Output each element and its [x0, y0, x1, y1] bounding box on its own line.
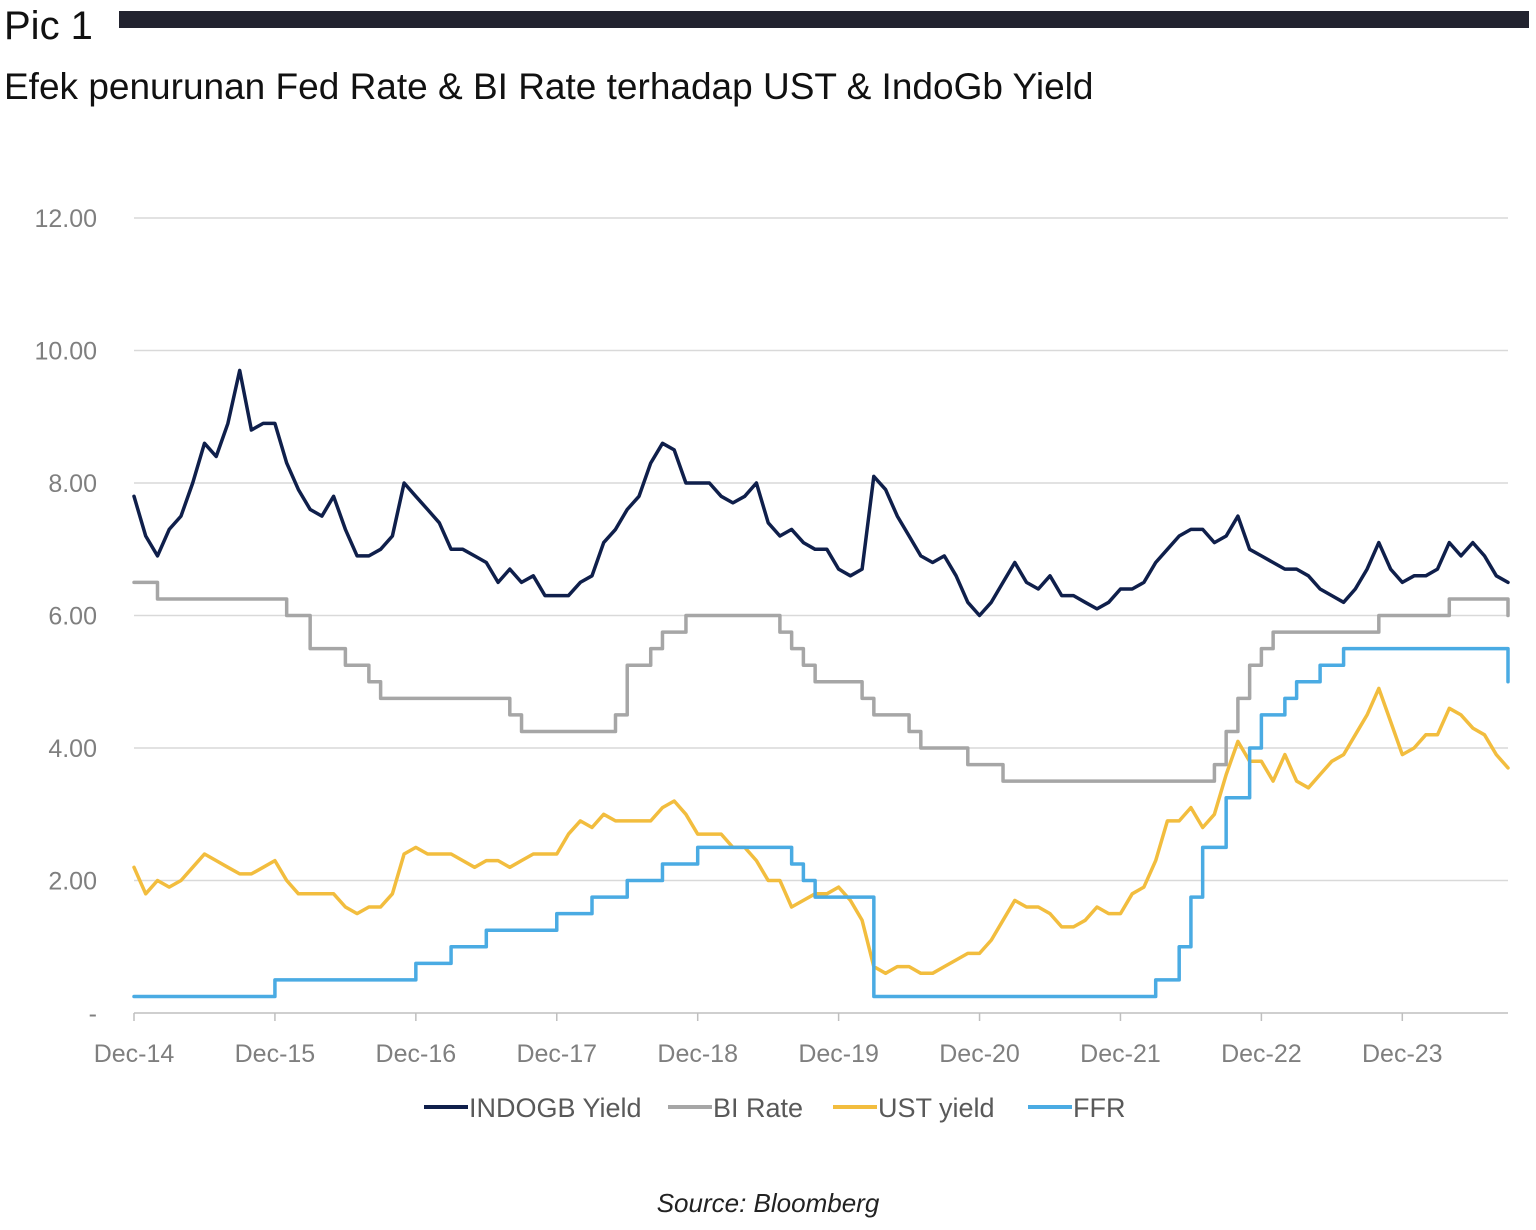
legend-label-ffr: FFR	[1073, 1093, 1125, 1123]
x-tick-label: Dec-18	[657, 1040, 738, 1068]
series-line-ust-yield	[132, 686, 1510, 976]
y-tick-label: 6.00	[48, 603, 97, 631]
gridlines	[134, 217, 1508, 882]
x-tick-label: Dec-22	[1221, 1040, 1302, 1068]
pic-label: Pic 1	[4, 4, 93, 48]
y-tick-label: 4.00	[48, 735, 97, 763]
x-tick-label: Dec-17	[516, 1040, 597, 1068]
y-tick-label: -	[89, 1000, 97, 1028]
series-line-bi-rate	[132, 580, 1510, 783]
x-tick-label: Dec-19	[798, 1040, 879, 1068]
legend-label-ust-yield: UST yield	[878, 1093, 995, 1123]
x-tick-label: Dec-15	[235, 1040, 316, 1068]
y-tick-label: 8.00	[48, 470, 97, 498]
y-tick-label: 10.00	[34, 338, 97, 366]
source-note: Source: Bloomberg	[656, 1188, 880, 1218]
x-tick-label: Dec-23	[1362, 1040, 1443, 1068]
x-tick-label: Dec-16	[376, 1040, 457, 1068]
x-axis: Dec-14 Dec-15 Dec-16 Dec-17 Dec-18 Dec-19 Dec-…	[94, 1012, 1508, 1068]
series-lines	[132, 368, 1510, 999]
line-chart: - 2.00 4.00 6.00 8.00 10.00 12.00 Dec-14 Dec-15…	[34, 205, 1510, 1123]
y-tick-label: 2.00	[48, 868, 97, 896]
legend: INDOGB Yield BI Rate UST yield FFR	[424, 1093, 1125, 1123]
y-tick-label: 12.00	[34, 205, 97, 233]
legend-label-bi-rate: BI Rate	[713, 1093, 803, 1123]
legend-label-indogb-yield: INDOGB Yield	[469, 1093, 642, 1123]
title-bar	[119, 11, 1529, 28]
x-tick-label: Dec-14	[94, 1040, 175, 1068]
y-axis-tick-labels: - 2.00 4.00 6.00 8.00 10.00 12.00	[34, 205, 97, 1028]
x-tick-label: Dec-20	[939, 1040, 1020, 1068]
series-line-indogb-yield	[132, 368, 1510, 618]
series-line-ffr	[132, 646, 1510, 999]
x-tick-label: Dec-21	[1080, 1040, 1161, 1068]
chart-subtitle: Efek penurunan Fed Rate & BI Rate terhad…	[4, 66, 1094, 107]
